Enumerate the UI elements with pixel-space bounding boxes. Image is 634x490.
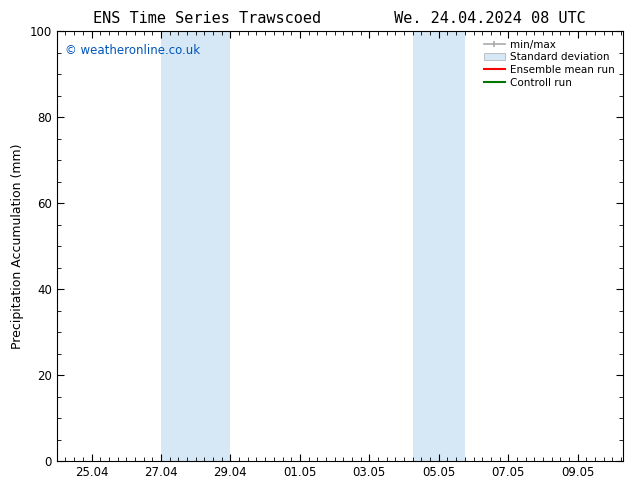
Bar bbox=[161, 31, 230, 461]
Title: ENS Time Series Trawscoed        We. 24.04.2024 08 UTC: ENS Time Series Trawscoed We. 24.04.2024… bbox=[93, 11, 586, 26]
Y-axis label: Precipitation Accumulation (mm): Precipitation Accumulation (mm) bbox=[11, 144, 24, 349]
Legend: min/max, Standard deviation, Ensemble mean run, Controll run: min/max, Standard deviation, Ensemble me… bbox=[481, 37, 618, 91]
Text: © weatheronline.co.uk: © weatheronline.co.uk bbox=[65, 44, 200, 57]
Bar bbox=[413, 31, 465, 461]
